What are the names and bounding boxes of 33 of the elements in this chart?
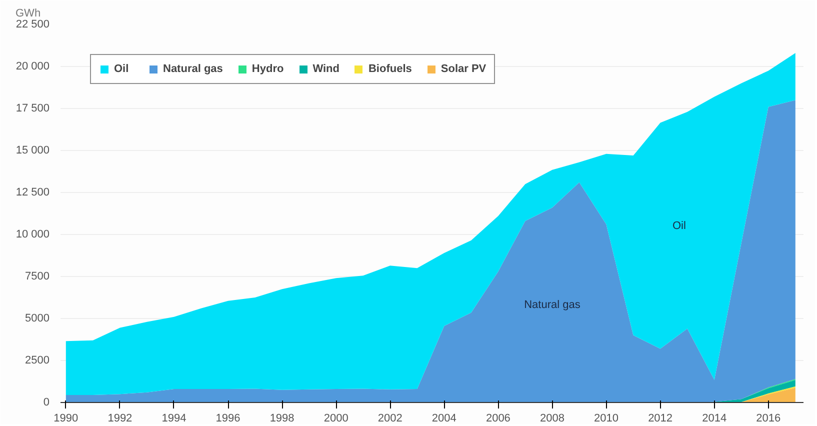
y-axis-title: GWh [16, 8, 41, 20]
y-tick-label: 12 500 [16, 186, 50, 198]
y-tick-label: 22 500 [16, 18, 50, 30]
x-tick-label: 2008 [540, 412, 564, 424]
x-tick-label: 1994 [162, 412, 186, 424]
y-tick-label: 15 000 [16, 144, 50, 156]
x-tick-label: 2016 [756, 412, 781, 424]
y-tick-label: 0 [43, 396, 50, 408]
legend-label: Hydro [252, 63, 284, 75]
y-tick-label: 2500 [25, 354, 50, 366]
x-tick-label: 1996 [216, 412, 240, 424]
y-tick-label: 5000 [25, 312, 50, 324]
x-tick-label: 2006 [486, 412, 510, 424]
x-tick-label: 1998 [270, 412, 294, 424]
annotation: Oil [672, 220, 686, 232]
x-tick-label: 2012 [648, 412, 673, 424]
legend-label: Natural gas [163, 63, 223, 75]
legend-label: Solar PV [440, 63, 486, 75]
x-tick-label: 2002 [378, 412, 402, 424]
x-tick-label: 1990 [54, 412, 78, 424]
annotation: Natural gas [524, 299, 581, 312]
x-tick-label: 2000 [324, 412, 348, 424]
legend-label: Wind [312, 63, 340, 75]
x-tick-label: 2014 [702, 412, 727, 424]
x-tick-label: 2010 [594, 412, 619, 424]
legend-label: Oil [114, 63, 130, 75]
y-tick-label: 7500 [25, 270, 50, 282]
legend-label: Biofuels [368, 63, 412, 75]
x-tick-label: 2004 [432, 412, 456, 424]
y-tick-label: 17 500 [16, 102, 50, 114]
x-tick-label: 1992 [108, 412, 132, 424]
y-tick-label: 10 000 [16, 228, 50, 240]
y-tick-label: 20 000 [16, 60, 50, 72]
